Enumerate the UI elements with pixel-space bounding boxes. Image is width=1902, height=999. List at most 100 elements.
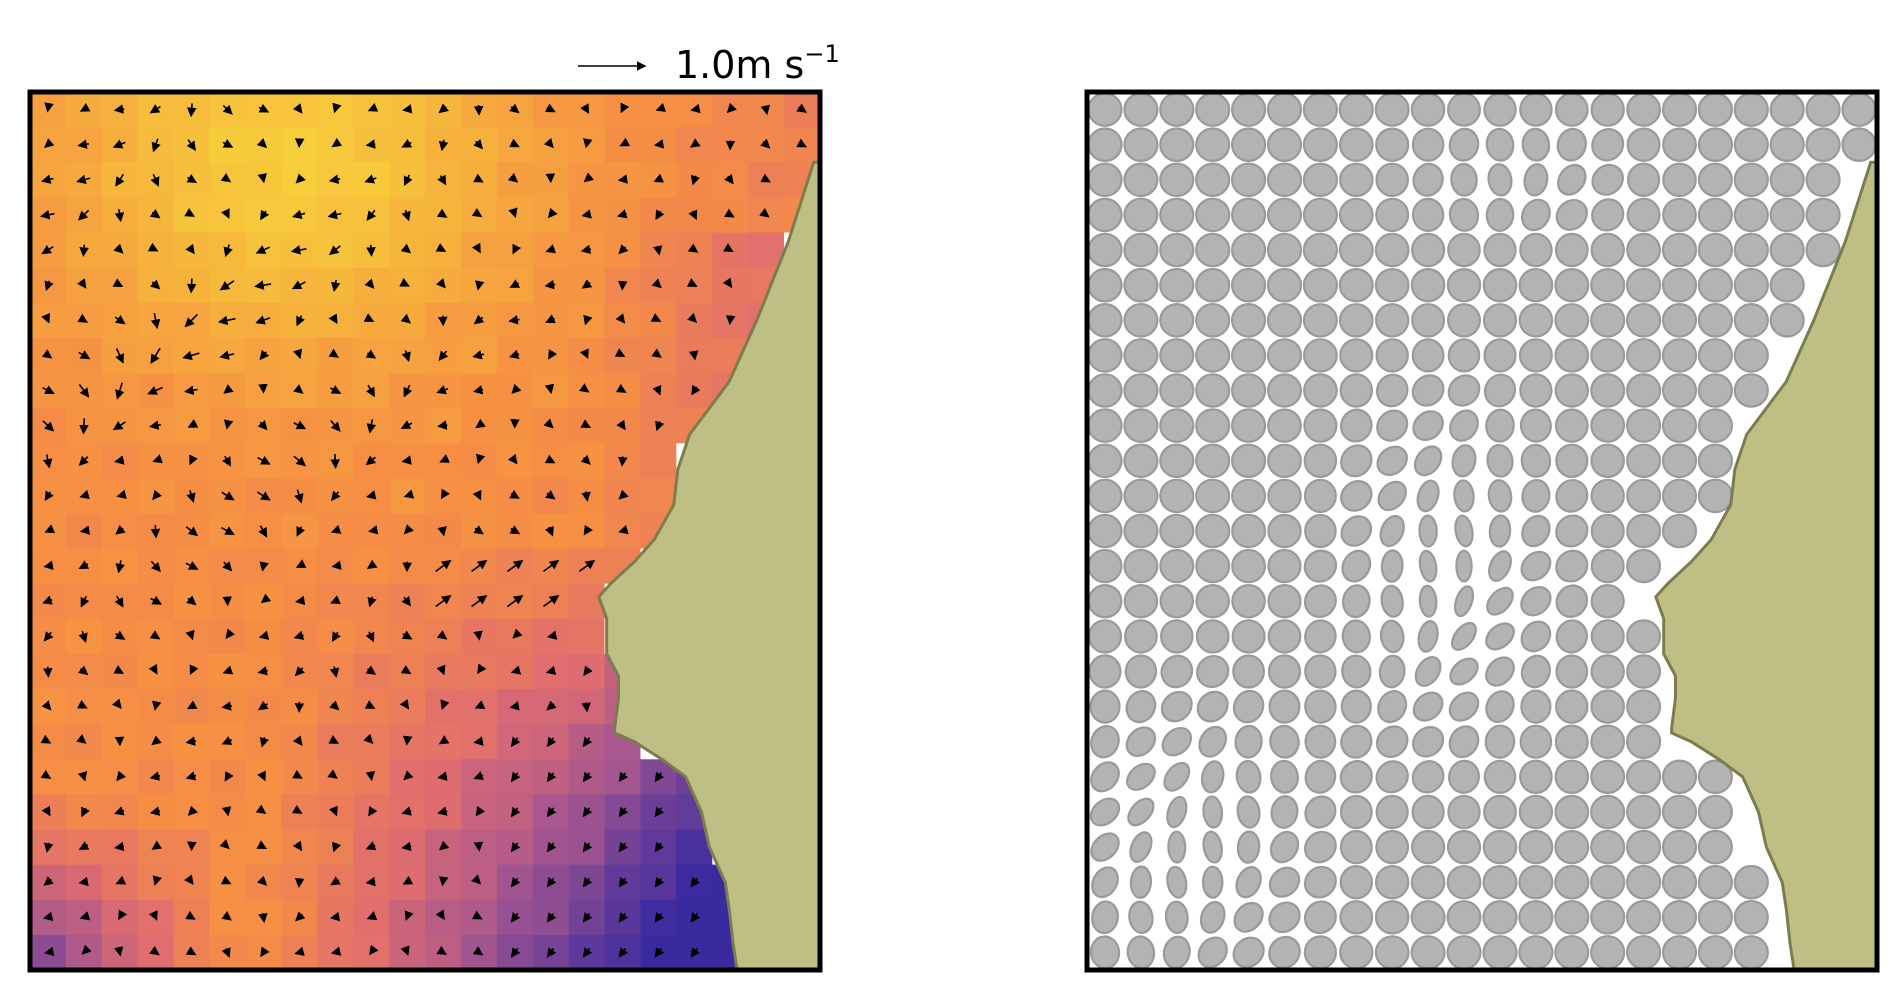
velocity-arrow	[615, 383, 627, 393]
strain-ellipse	[1453, 585, 1475, 618]
velocity-arrow	[330, 876, 341, 886]
velocity-arrow	[687, 243, 699, 253]
velocity-arrow	[366, 559, 378, 569]
strain-ellipse	[1448, 691, 1480, 722]
strain-ellipse	[1123, 197, 1159, 233]
velocity-arrow	[366, 490, 377, 500]
velocity-arrow	[114, 208, 125, 223]
strain-ellipse	[1412, 162, 1444, 197]
velocity-arrow	[581, 279, 593, 289]
velocity-arrow	[257, 770, 266, 782]
velocity-arrow	[113, 665, 125, 674]
strain-ellipse	[1302, 303, 1338, 338]
velocity-arrow	[475, 805, 486, 817]
strain-ellipse	[1374, 865, 1410, 900]
strain-ellipse	[1417, 620, 1439, 653]
strain-ellipse	[1090, 832, 1120, 862]
strain-ellipse	[1303, 935, 1338, 970]
strain-ellipse	[1414, 656, 1442, 687]
velocity-arrow	[76, 734, 87, 744]
velocity-arrow	[222, 139, 234, 148]
strain-ellipse	[1446, 303, 1481, 338]
velocity-arrow	[546, 630, 558, 640]
strain-ellipse	[1124, 654, 1158, 689]
velocity-arrow	[114, 595, 124, 608]
velocity-arrow	[185, 946, 197, 956]
velocity-arrow	[618, 876, 629, 888]
strain-ellipse	[1555, 443, 1589, 478]
velocity-arrow	[296, 526, 306, 537]
velocity-arrow	[400, 945, 410, 957]
velocity-arrow	[41, 174, 54, 184]
strain-ellipse	[1379, 514, 1405, 548]
strain-ellipse	[1485, 408, 1515, 443]
velocity-arrow	[43, 631, 54, 642]
velocity-arrow	[78, 455, 89, 466]
velocity-arrow	[473, 314, 485, 325]
velocity-arrow	[474, 700, 486, 710]
strain-ellipse	[1554, 794, 1590, 830]
strain-ellipse	[1378, 654, 1406, 689]
velocity-arrow	[296, 315, 305, 327]
velocity-arrow	[438, 840, 450, 851]
strain-ellipse	[1455, 549, 1473, 583]
strain-ellipse	[1375, 794, 1409, 830]
strain-ellipse	[1087, 162, 1123, 198]
velocity-arrow	[260, 593, 272, 604]
strain-ellipse	[1554, 899, 1590, 935]
velocity-arrow	[329, 666, 340, 678]
velocity-arrow	[512, 243, 522, 255]
strain-ellipse	[1520, 654, 1551, 689]
velocity-arrow	[44, 280, 54, 292]
strain-ellipse	[1487, 479, 1513, 513]
strain-ellipse	[1266, 127, 1303, 163]
velocity-arrow	[724, 208, 735, 218]
strain-ellipse	[1087, 338, 1123, 373]
strain-ellipse	[1267, 513, 1302, 549]
strain-ellipse	[1590, 338, 1626, 373]
strain-ellipse	[1556, 127, 1587, 162]
strain-ellipse	[1518, 899, 1554, 935]
strain-ellipse	[1266, 338, 1303, 373]
strain-ellipse	[1087, 513, 1123, 549]
velocity-arrow	[582, 771, 593, 783]
velocity-arrow	[473, 630, 483, 641]
velocity-arrow	[580, 419, 592, 429]
strain-ellipse	[1195, 338, 1231, 373]
velocity-arrow	[618, 912, 629, 923]
velocity-arrow	[257, 420, 268, 431]
strain-ellipse	[1304, 724, 1337, 759]
strain-ellipse	[1555, 514, 1589, 548]
strain-ellipse	[1230, 302, 1267, 338]
strain-ellipse	[1202, 830, 1223, 864]
strain-ellipse	[1590, 724, 1626, 759]
strain-ellipse	[1341, 619, 1371, 654]
velocity-arrow	[258, 912, 268, 924]
velocity-arrow	[510, 947, 521, 958]
velocity-arrow	[77, 139, 90, 149]
strain-ellipse	[1590, 513, 1625, 549]
scale-key-label: 1.0m s	[675, 43, 804, 87]
strain-ellipse	[1410, 935, 1446, 970]
velocity-arrow	[651, 348, 662, 358]
strain-ellipse	[1087, 584, 1123, 619]
strain-ellipse	[1449, 657, 1479, 686]
velocity-arrow	[189, 664, 199, 676]
strain-ellipse	[1411, 794, 1445, 830]
strain-ellipse	[1123, 584, 1159, 619]
velocity-arrow	[366, 244, 376, 257]
velocity-arrow	[186, 139, 197, 152]
strain-ellipse	[1268, 689, 1301, 724]
strain-ellipse	[1339, 935, 1374, 970]
velocity-arrow	[185, 771, 197, 781]
strain-ellipse	[1166, 865, 1188, 899]
velocity-arrow	[618, 841, 629, 853]
strain-ellipse	[1661, 267, 1698, 303]
velocity-arrow	[578, 383, 590, 393]
strain-ellipse	[1269, 724, 1300, 759]
velocity-arrow	[114, 841, 125, 852]
strain-ellipse	[1235, 760, 1262, 794]
strain-ellipse	[1410, 92, 1446, 127]
strain-ellipse	[1555, 689, 1589, 724]
velocity-arrow	[580, 103, 590, 114]
